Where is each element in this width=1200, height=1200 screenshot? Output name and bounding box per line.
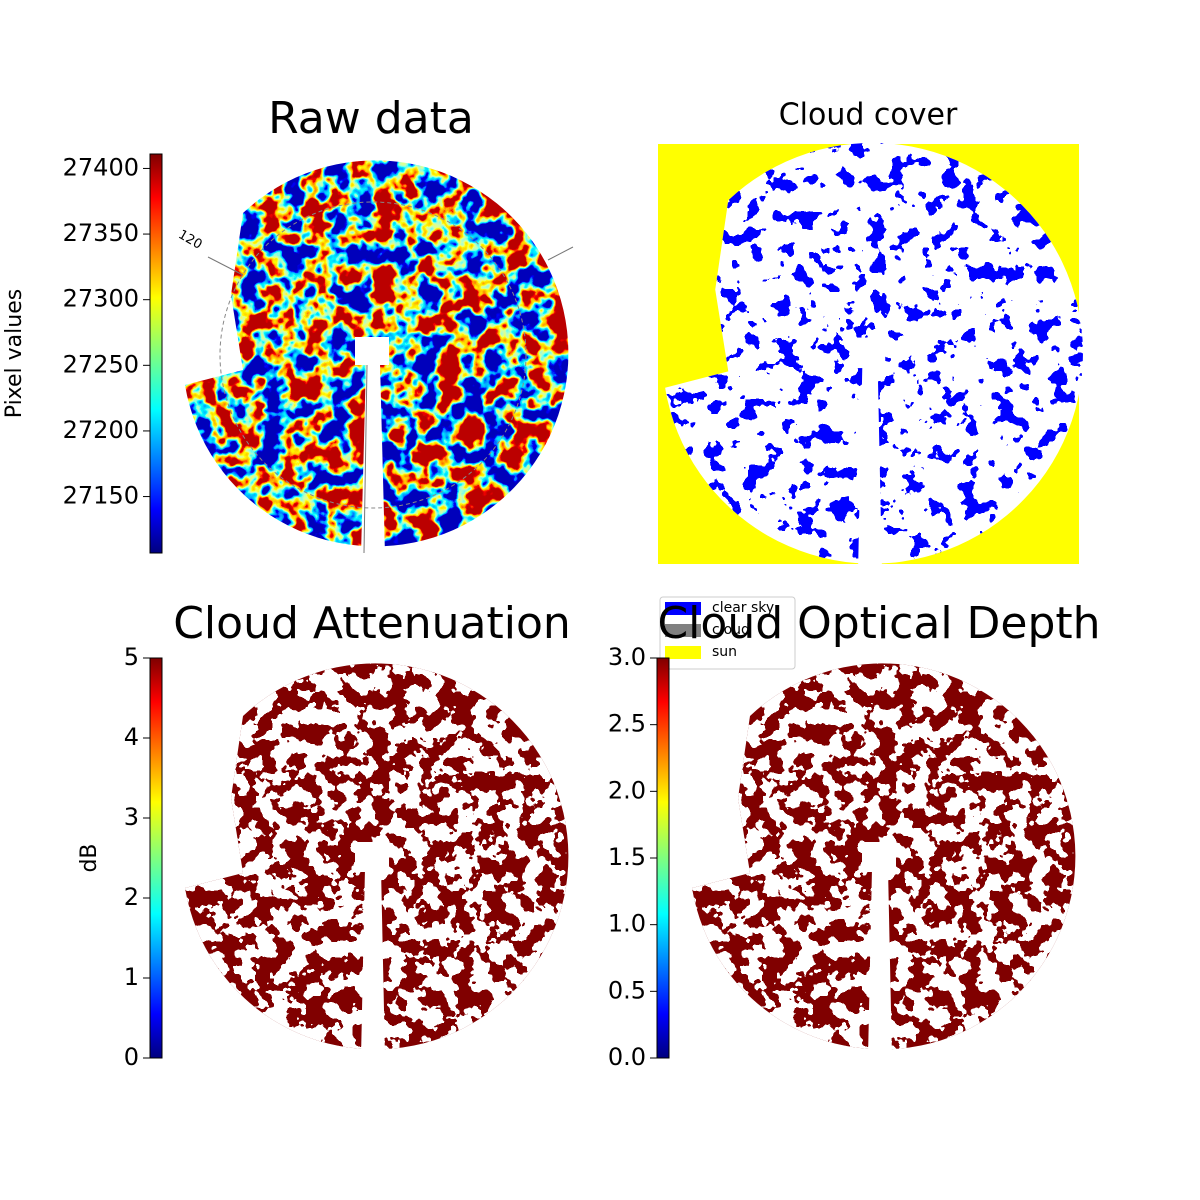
tick-label: 27300 xyxy=(63,285,139,313)
tick-label: 27150 xyxy=(63,482,139,510)
attenuation-image xyxy=(185,663,569,1058)
tick-label: 2 xyxy=(124,883,139,911)
tick-label: 0 xyxy=(124,1043,139,1071)
tick-label: 5 xyxy=(124,643,139,671)
tick-label: 1.0 xyxy=(608,910,646,938)
panel-title: Cloud cover xyxy=(779,98,958,133)
raw-image: 120 xyxy=(175,160,574,555)
tick-label: 27400 xyxy=(63,153,139,181)
panel-title: Cloud Optical Depth xyxy=(657,598,1100,649)
tick-label: 3 xyxy=(124,803,139,831)
panel-title: Cloud Attenuation xyxy=(173,598,571,649)
tick-label: 27200 xyxy=(63,416,139,444)
tick-label: 2.0 xyxy=(608,776,646,804)
legend-swatch xyxy=(665,646,701,659)
tick-label: 2.5 xyxy=(608,710,646,738)
colorbar-label: dB xyxy=(77,843,102,872)
annotation: 120 xyxy=(175,227,204,252)
tick-label: 27250 xyxy=(63,350,139,378)
colorbar xyxy=(149,657,163,1059)
tick-label: 1 xyxy=(124,963,139,991)
colorbar xyxy=(656,657,670,1059)
tick-label: 0.0 xyxy=(608,1043,646,1071)
cloud-image xyxy=(665,142,1083,573)
legend-swatch xyxy=(665,624,701,637)
tick-label: 4 xyxy=(124,723,139,751)
legend-label: sun xyxy=(712,644,737,660)
legend-label: cloud xyxy=(712,622,750,638)
tick-label: 0.5 xyxy=(608,976,646,1004)
tick-label: 27350 xyxy=(63,219,139,247)
colorbar-label: Pixel values xyxy=(2,289,27,418)
legend-label: clear sky xyxy=(712,600,774,616)
panel-title: Raw data xyxy=(268,93,474,144)
tick-label: 3.0 xyxy=(608,643,646,671)
tick-label: 1.5 xyxy=(608,843,646,871)
legend-swatch xyxy=(665,602,701,615)
colorbar xyxy=(149,153,163,554)
cod-image xyxy=(692,663,1076,1058)
